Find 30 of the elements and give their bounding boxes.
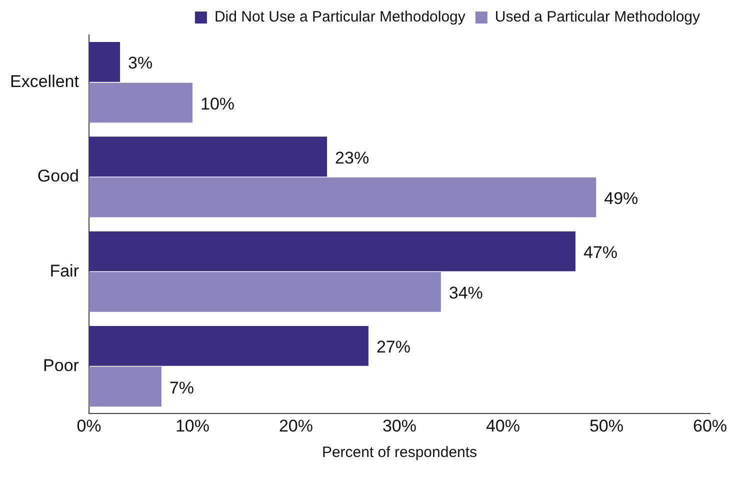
y-tick-label: Fair	[50, 261, 80, 280]
x-tick-label: 60%	[692, 416, 728, 436]
x-tick-label: 0%	[76, 416, 102, 436]
x-axis-title: Percent of respondents	[322, 444, 478, 462]
x-tick-label: 30%	[382, 416, 417, 436]
y-tick-label: Good	[37, 166, 79, 186]
data-label: 49%	[604, 189, 638, 208]
x-tick-label: 20%	[278, 416, 313, 436]
bar	[88, 82, 192, 123]
y-tick-label: Excellent	[10, 72, 80, 92]
bar	[88, 136, 328, 177]
x-tick-label: 50%	[589, 416, 624, 436]
data-label: 3%	[128, 54, 153, 73]
x-tick-label: 10%	[175, 416, 210, 436]
data-label: 7%	[169, 378, 194, 398]
bar	[88, 326, 368, 366]
y-tick-label: Poor	[43, 356, 80, 375]
legend-label: Did Not Use a Particular Methodology	[214, 8, 466, 26]
bar	[88, 366, 162, 407]
legend-label: Used a Particular Methodology	[494, 8, 700, 26]
bar	[88, 177, 596, 218]
data-label: 10%	[200, 94, 235, 114]
data-label: 47%	[583, 242, 618, 262]
bar	[88, 42, 120, 82]
data-label: 27%	[376, 338, 410, 357]
data-label: 23%	[335, 148, 370, 168]
data-label: 34%	[448, 284, 483, 303]
x-tick-label: 40%	[486, 416, 520, 436]
bar	[88, 272, 441, 312]
bar	[88, 231, 576, 272]
